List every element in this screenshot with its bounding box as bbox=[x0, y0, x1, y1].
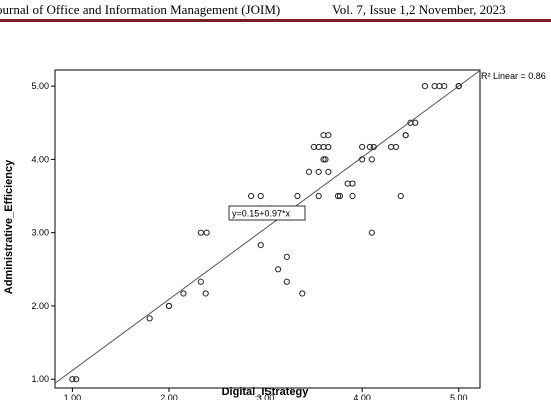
data-point bbox=[336, 192, 344, 200]
data-point bbox=[315, 168, 322, 175]
y-tick-label: 3.00 bbox=[31, 228, 49, 238]
plot-frame bbox=[54, 69, 481, 389]
data-point bbox=[283, 278, 290, 285]
data-point bbox=[402, 132, 409, 139]
data-point bbox=[299, 290, 306, 297]
data-point bbox=[392, 143, 400, 151]
y-tick-label: 1.00 bbox=[31, 374, 49, 384]
data-point bbox=[294, 192, 301, 200]
r2-label: R² Linear = 0.86 bbox=[481, 71, 546, 81]
data-point bbox=[257, 242, 264, 249]
x-tick-label: 5.00 bbox=[450, 393, 468, 400]
data-point bbox=[441, 83, 448, 90]
data-point bbox=[359, 156, 366, 163]
data-point bbox=[202, 290, 209, 297]
data-point bbox=[325, 168, 332, 175]
data-point bbox=[283, 253, 290, 260]
data-point bbox=[180, 290, 187, 297]
data-point bbox=[275, 266, 282, 273]
data-point bbox=[315, 192, 322, 200]
x-axis: 1.00 2.00 3.00 4.00 5.00 bbox=[64, 388, 468, 400]
data-point bbox=[322, 156, 329, 163]
data-point bbox=[257, 192, 264, 200]
data-point bbox=[197, 278, 204, 285]
data-point bbox=[412, 119, 419, 126]
x-axis-title: Digital_IStrategy bbox=[222, 386, 310, 398]
y-tick-label: 4.00 bbox=[31, 154, 49, 164]
data-point bbox=[73, 376, 80, 383]
y-tick-label: 2.00 bbox=[31, 301, 49, 311]
data-point bbox=[165, 302, 173, 310]
data-point bbox=[247, 192, 255, 200]
data-point bbox=[368, 156, 375, 163]
data-point bbox=[370, 143, 377, 151]
data-point bbox=[366, 143, 373, 151]
data-point bbox=[69, 376, 76, 383]
equation-label: y=0.15+0.97*x bbox=[232, 209, 291, 219]
equation-box: y=0.15+0.97*x bbox=[228, 205, 306, 221]
data-point bbox=[320, 156, 327, 163]
data-point bbox=[334, 192, 342, 200]
header-rule bbox=[0, 19, 551, 22]
data-point bbox=[146, 315, 153, 322]
data-point bbox=[397, 192, 404, 200]
fit-line bbox=[54, 70, 481, 384]
data-point bbox=[197, 229, 204, 236]
x-tick-label: 2.00 bbox=[160, 393, 178, 400]
data-point bbox=[349, 180, 356, 187]
data-point bbox=[359, 143, 366, 151]
y-axis: 1.00 2.00 3.00 4.00 5.00 bbox=[31, 81, 55, 384]
data-point bbox=[421, 83, 429, 90]
data-point bbox=[203, 229, 210, 236]
data-point bbox=[349, 192, 356, 200]
fit-line-group bbox=[54, 70, 481, 384]
points-group bbox=[69, 83, 462, 383]
journal-header: ournal of Office and Information Managem… bbox=[0, 0, 551, 22]
issue-info: Vol. 7, Issue 1,2 November, 2023 bbox=[332, 2, 506, 17]
y-tick-label: 5.00 bbox=[31, 81, 49, 91]
data-point bbox=[325, 132, 332, 139]
x-tick-label: 1.00 bbox=[64, 393, 82, 400]
data-point bbox=[455, 83, 462, 90]
data-point bbox=[368, 229, 375, 236]
x-tick-label: 4.00 bbox=[353, 393, 371, 400]
data-point bbox=[325, 143, 332, 151]
y-axis-title: Administrative_Efficiency bbox=[3, 159, 15, 294]
scatter-chart: 1.00 2.00 3.00 4.00 5.00 1.00 2.00 3.00 4.00 5.0… bbox=[3, 69, 546, 400]
journal-name: ournal of Office and Information Managem… bbox=[0, 2, 281, 17]
x-tick-label: 3.00 bbox=[257, 393, 275, 400]
data-point bbox=[305, 168, 313, 175]
